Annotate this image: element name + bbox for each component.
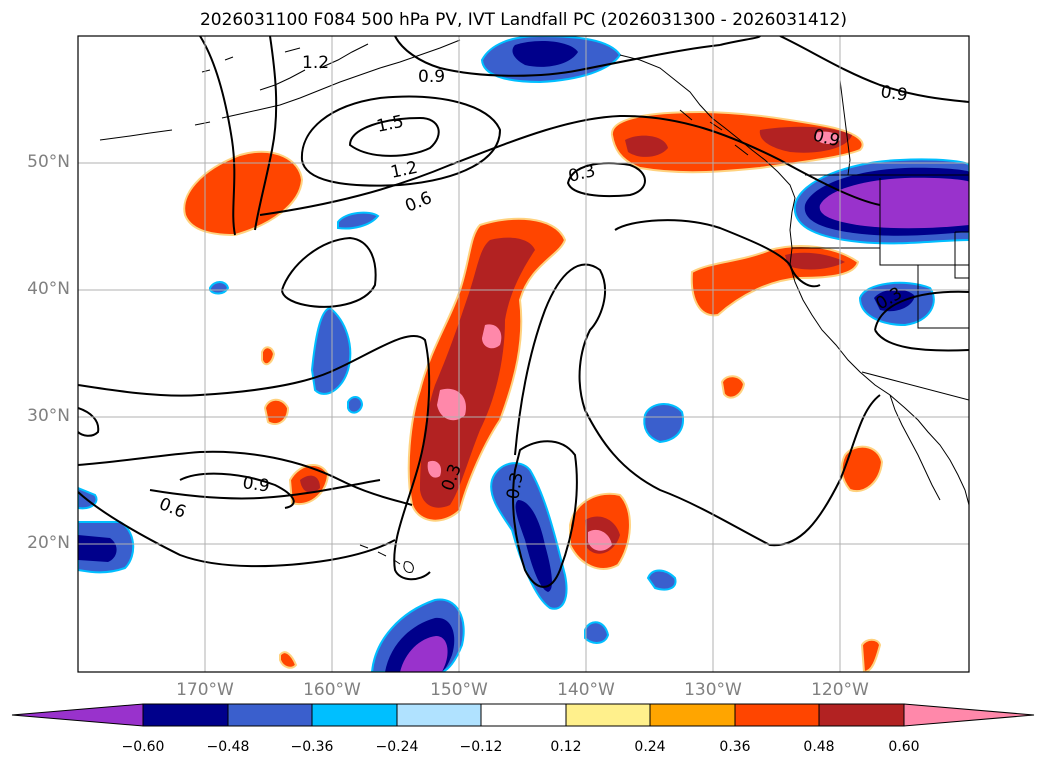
negative-anomaly-north-core [512,40,578,67]
negative-anomaly-small-7 [347,396,364,414]
colorbar-tick-label: 0.24 [634,739,666,755]
colorbar-tick-label: −0.24 [375,739,419,755]
colorbar-tick-label: 0.60 [888,739,920,755]
lon-tick-label: 120°W [811,680,869,700]
colorbar-tick-label: 0.48 [803,739,835,755]
lat-tick-label: 50°N [27,152,70,172]
lon-tick-label: 130°W [684,680,742,700]
negative-anomaly-northwest-core [819,177,969,229]
colorbar-segment [142,703,229,727]
map-frame [77,35,970,673]
lat-tick-label: 20°N [27,533,70,553]
negative-anomaly-small-5 [337,211,380,230]
colorbar-segment [227,703,313,727]
colorbar-segment [818,703,905,727]
colorbar-segment [734,703,820,727]
figure-title: 2026031100 F084 500 hPa PV, IVT Landfall… [199,10,847,30]
negative-anomaly-central-south-core [515,500,552,592]
positive-anomaly-small-2-core [300,475,320,493]
colorbar-extend-min [11,703,144,727]
positive-anomaly-west [183,150,304,237]
positive-anomaly-small-4 [263,398,290,426]
negative-anomaly-small-3 [584,621,610,644]
lon-tick-label: 170°W [176,680,234,700]
positive-anomaly-gulf-core [625,135,668,157]
contour-label: 1.2 [302,53,329,73]
negative-anomaly-south-core [400,636,448,672]
gridlines [78,36,969,672]
colorbar [11,703,1035,727]
negative-anomaly-small-1 [310,306,352,395]
colorbar-tick-label: −0.60 [121,739,165,755]
lat-tick-label: 30°N [27,406,70,426]
negative-anomaly-small-2 [643,403,684,444]
lon-tick-label: 140°W [557,680,615,700]
positive-anomaly-central-peak-3 [427,460,442,478]
positive-anomaly-small-1-peak [588,529,612,551]
pv-contours [78,36,969,588]
positive-anomaly-california-core [785,252,845,270]
colorbar-tick-label: −0.48 [206,739,250,755]
contour-label: 0.3 [503,471,527,501]
negative-anomaly-small-6 [209,281,230,295]
positive-anomaly-coast-peak [815,131,840,144]
colorbar-tick-label: 0.12 [550,739,582,755]
colorbar-tick-label: 0.36 [719,739,751,755]
positive-anomaly-central-peak-1 [482,324,502,349]
lon-tick-label: 160°W [303,680,361,700]
negative-anomaly-southwest-core [78,535,117,562]
lon-tick-label: 150°W [430,680,488,700]
colorbar-segment [396,703,482,727]
positive-anomaly-small-5 [720,375,746,399]
positive-anomaly-small-7 [279,651,298,669]
colorbar-tick-label: −0.12 [459,739,503,755]
negative-anomaly-nevada-core [874,289,915,312]
lat-tick-label: 40°N [27,279,70,299]
colorbar-segment [565,703,651,727]
positive-anomaly-small-3 [840,445,884,493]
contour-label: 0.9 [879,82,909,106]
positive-anomaly-small-8 [860,638,882,672]
negative-anomaly-small-4 [646,569,677,591]
contour-label: 0.9 [241,473,271,497]
colorbar-extend-max [903,703,1035,727]
contour-label: 0.9 [418,67,445,87]
colorbar-segment [649,703,736,727]
colorbar-tick-label: −0.36 [290,739,334,755]
colorbar-segment [311,703,398,727]
positive-anomaly-central-core [420,237,535,508]
colorbar-segment [480,703,567,727]
positive-anomaly-small-6 [261,346,276,366]
